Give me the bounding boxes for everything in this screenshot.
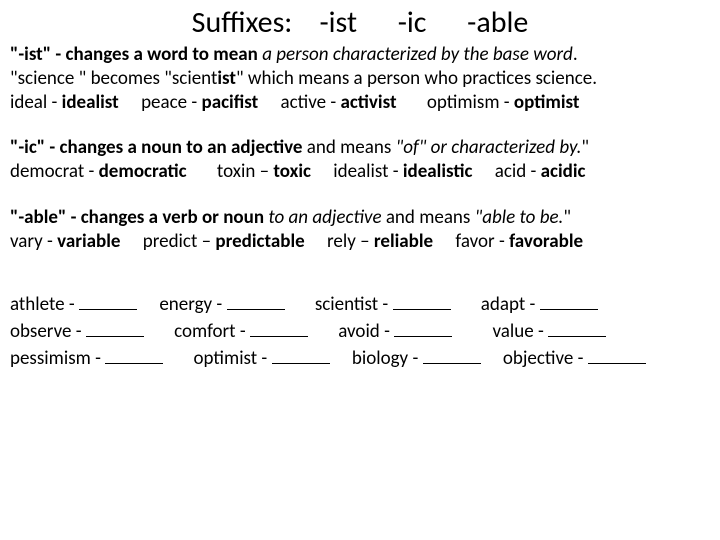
- ic-line2f: idealistic: [403, 160, 473, 183]
- ist-line3c: peace -: [141, 91, 201, 114]
- blank: [393, 291, 451, 310]
- able-line2g: favor -: [455, 230, 509, 253]
- able-line2f: reliable: [374, 230, 433, 253]
- able-line1d: "able to be.: [475, 206, 564, 229]
- exercise-row-2: observe - comfort - avoid - value -: [10, 318, 710, 345]
- ic-line1b: and means: [302, 136, 395, 159]
- ist-line3f: activist: [340, 91, 396, 114]
- ex-r1c4: adapt -: [481, 293, 540, 316]
- ist-line2b: ist: [217, 67, 236, 90]
- blank: [105, 345, 163, 364]
- ex-r2c2: comfort -: [174, 320, 250, 343]
- able-line1e: ": [563, 206, 571, 229]
- able-line2h: favorable: [509, 230, 583, 253]
- exercise-row-3: pessimism - optimist - biology - objecti…: [10, 345, 710, 372]
- ic-line1d: ": [581, 136, 589, 159]
- ex-r3c3: biology -: [352, 347, 423, 370]
- ex-r1c3: scientist -: [315, 293, 393, 316]
- blank: [250, 318, 308, 337]
- able-line-2: vary - variable predict – predictable re…: [10, 230, 710, 254]
- ist-line2c: " which means a person who practices sci…: [236, 67, 597, 90]
- ist-line1b: a person characterized by the base word: [262, 43, 573, 66]
- blank: [588, 345, 646, 364]
- blank: [227, 291, 285, 310]
- ic-line1a: "-ic" - changes a noun to an adjective: [10, 136, 302, 159]
- ex-r1c1: athlete -: [10, 293, 79, 316]
- ex-r1c2: energy -: [159, 293, 226, 316]
- ex-r3c1: pessimism -: [10, 347, 105, 370]
- ist-line3g: optimism -: [427, 91, 514, 114]
- ist-line-2: "science " becomes "scientist" which mea…: [10, 67, 710, 91]
- ist-line-3: ideal - idealist peace - pacifist active…: [10, 91, 710, 115]
- able-line-1: "-able" - changes a verb or noun to an a…: [10, 206, 710, 230]
- blank: [548, 318, 606, 337]
- ist-line3b: idealist: [62, 91, 119, 114]
- section-ist: "-ist" - changes a word to mean a person…: [10, 43, 710, 114]
- ic-line2d: toxic: [273, 160, 311, 183]
- ex-r2c1: observe -: [10, 320, 86, 343]
- able-line2c: predict –: [143, 230, 216, 253]
- blank: [394, 318, 452, 337]
- ex-r3c2: optimist -: [194, 347, 272, 370]
- ex-r2c4: value -: [493, 320, 549, 343]
- ic-line1c: "of" or characterized by.: [396, 136, 582, 159]
- ic-line2c: toxin –: [217, 160, 273, 183]
- able-line2a: vary -: [10, 230, 57, 253]
- ic-line2h: acidic: [541, 160, 586, 183]
- able-line1c: and means: [382, 206, 475, 229]
- able-line1b: to an adjective: [268, 206, 381, 229]
- section-ic: "-ic" - changes a noun to an adjective a…: [10, 136, 710, 184]
- ist-line3a: ideal -: [10, 91, 62, 114]
- ist-line1a: "-ist" - changes a word to mean: [10, 43, 262, 66]
- exercise-block: athlete - energy - scientist - adapt - o…: [10, 291, 710, 371]
- blank: [86, 318, 144, 337]
- ic-line2g: acid -: [495, 160, 541, 183]
- page-title: Suffixes: -ist -ic -able: [10, 4, 710, 41]
- ic-line-1: "-ic" - changes a noun to an adjective a…: [10, 136, 710, 160]
- ic-line2e: idealist -: [333, 160, 403, 183]
- body-text: "-ist" - changes a word to mean a person…: [10, 43, 710, 371]
- ist-line2a: "science " becomes "scient: [10, 67, 217, 90]
- ist-line3e: active -: [280, 91, 340, 114]
- title-label: Suffixes:: [192, 4, 293, 41]
- section-able: "-able" - changes a verb or noun to an a…: [10, 206, 710, 254]
- blank: [272, 345, 330, 364]
- ist-line3d: pacifist: [202, 91, 259, 114]
- ist-line1c: .: [573, 43, 578, 66]
- able-line2e: rely –: [327, 230, 374, 253]
- ex-r3c4: objective -: [503, 347, 588, 370]
- ex-r2c3: avoid -: [338, 320, 394, 343]
- able-line1a: "-able" - changes a verb or noun: [10, 206, 268, 229]
- title-suffix-ic: -ic: [398, 4, 427, 41]
- title-suffix-able: -able: [467, 4, 528, 41]
- ic-line2a: democrat -: [10, 160, 99, 183]
- blank: [423, 345, 481, 364]
- ist-line3h: optimist: [514, 91, 580, 114]
- able-line2b: variable: [57, 230, 120, 253]
- ic-line2b: democratic: [99, 160, 187, 183]
- blank: [540, 291, 598, 310]
- document-page: Suffixes: -ist -ic -able "-ist" - change…: [0, 0, 720, 371]
- able-line2d: predictable: [215, 230, 304, 253]
- exercise-row-1: athlete - energy - scientist - adapt -: [10, 291, 710, 318]
- blank: [79, 291, 137, 310]
- ist-line-1: "-ist" - changes a word to mean a person…: [10, 43, 710, 67]
- title-suffix-ist: -ist: [319, 4, 357, 41]
- ic-line-2: democrat - democratic toxin – toxic idea…: [10, 160, 710, 184]
